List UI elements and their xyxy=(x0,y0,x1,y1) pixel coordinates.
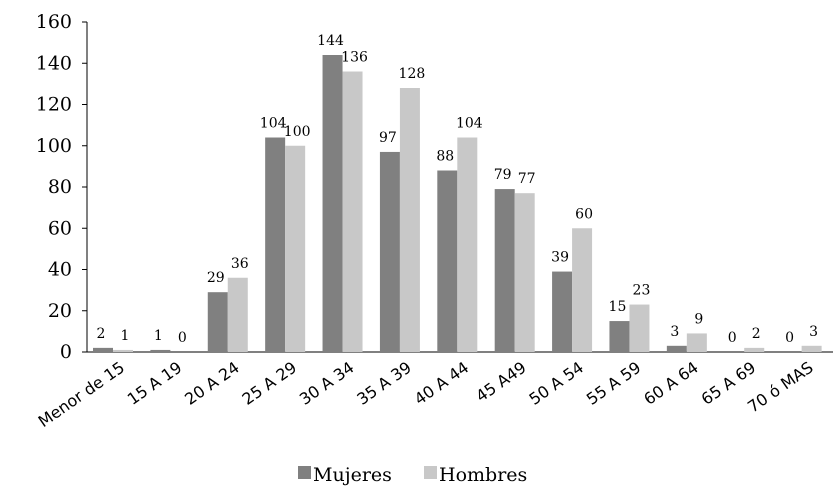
data-label-hombres: 128 xyxy=(399,66,426,82)
data-label-hombres: 23 xyxy=(633,283,651,299)
data-label-hombres: 9 xyxy=(694,311,703,327)
bar-mujeres xyxy=(666,345,687,352)
bar-mujeres xyxy=(265,137,286,352)
data-label-mujeres: 104 xyxy=(260,116,287,132)
data-label-mujeres: 0 xyxy=(785,330,794,346)
data-label-mujeres: 79 xyxy=(494,167,512,183)
bar-mujeres xyxy=(494,189,515,352)
bar-hombres xyxy=(227,277,248,352)
data-label-mujeres: 15 xyxy=(609,299,627,315)
y-tick-label: 0 xyxy=(60,341,72,363)
bars-group xyxy=(93,55,822,352)
data-label-hombres: 100 xyxy=(284,124,311,140)
bar-hombres xyxy=(342,71,363,352)
data-label-mujeres: 29 xyxy=(207,270,225,286)
y-axis-ticks: 0 20 40 60 80 100 120 140 160 xyxy=(36,11,87,363)
data-label-hombres: 104 xyxy=(456,116,483,132)
bar-hombres xyxy=(113,349,133,352)
bar-hombres xyxy=(686,333,707,352)
bar-hombres xyxy=(457,137,478,352)
bar-mujeres xyxy=(379,151,400,352)
data-label-hombres: 77 xyxy=(518,171,536,187)
y-tick-label: 80 xyxy=(48,176,72,198)
bar-mujeres xyxy=(437,170,458,352)
data-label-mujeres: 3 xyxy=(670,324,679,340)
data-label-hombres: 0 xyxy=(178,330,187,346)
data-label-hombres: 60 xyxy=(575,206,593,222)
y-tick-label: 160 xyxy=(36,11,72,33)
bar-hombres xyxy=(399,88,420,352)
legend: Mujeres Hombres xyxy=(298,464,527,486)
data-label-hombres: 36 xyxy=(231,256,249,272)
bar-hombres xyxy=(629,304,650,352)
data-label-hombres: 136 xyxy=(341,50,368,66)
x-category-label: 55 A 59 xyxy=(583,358,645,409)
bar-hombres xyxy=(801,345,822,352)
bar-hombres xyxy=(744,347,765,352)
y-tick-label: 100 xyxy=(36,135,72,157)
bar-hombres xyxy=(572,228,593,352)
bar-mujeres xyxy=(552,271,573,352)
x-category-label: 20 A 24 xyxy=(181,358,243,409)
bar-hombres xyxy=(285,145,306,352)
x-category-label: 25 A 29 xyxy=(239,358,301,409)
y-tick-label: 60 xyxy=(48,217,72,239)
data-label-mujeres: 1 xyxy=(154,328,163,344)
legend-label-hombres: Hombres xyxy=(439,464,527,486)
bar-mujeres xyxy=(207,292,228,352)
legend-swatch-hombres xyxy=(424,466,437,479)
x-category-label: 45 A49 xyxy=(472,358,529,406)
y-tick-label: 120 xyxy=(36,94,72,116)
data-label-mujeres: 144 xyxy=(317,33,344,49)
data-label-hombres: 3 xyxy=(809,324,818,340)
x-category-label: 50 A 54 xyxy=(526,358,588,409)
data-label-hombres: 1 xyxy=(121,328,130,344)
legend-label-mujeres: Mujeres xyxy=(313,464,392,486)
x-category-label: Menor de 15 xyxy=(35,358,128,431)
data-label-mujeres: 39 xyxy=(551,250,569,266)
bar-hombres xyxy=(514,193,535,352)
data-label-mujeres: 97 xyxy=(379,130,397,146)
bar-mujeres xyxy=(93,347,113,352)
data-label-mujeres: 0 xyxy=(728,330,737,346)
y-tick-label: 140 xyxy=(36,52,72,74)
x-category-label: 15 A 19 xyxy=(124,358,186,409)
x-category-label: 70 ó MAS xyxy=(744,358,817,417)
bar-mujeres xyxy=(609,321,630,352)
data-label-mujeres: 2 xyxy=(97,326,106,342)
x-category-label: 40 A 44 xyxy=(411,358,473,409)
bar-mujeres xyxy=(322,55,343,352)
y-tick-label: 20 xyxy=(48,300,72,322)
bar-mujeres xyxy=(150,349,171,352)
x-category-label: 30 A 34 xyxy=(296,358,358,409)
data-label-hombres: 2 xyxy=(752,326,761,342)
x-category-label: 60 A 64 xyxy=(640,358,702,409)
legend-swatch-mujeres xyxy=(298,466,311,479)
x-category-label: 35 A 39 xyxy=(353,358,415,409)
y-tick-label: 40 xyxy=(48,259,72,281)
data-label-mujeres: 88 xyxy=(436,149,454,165)
